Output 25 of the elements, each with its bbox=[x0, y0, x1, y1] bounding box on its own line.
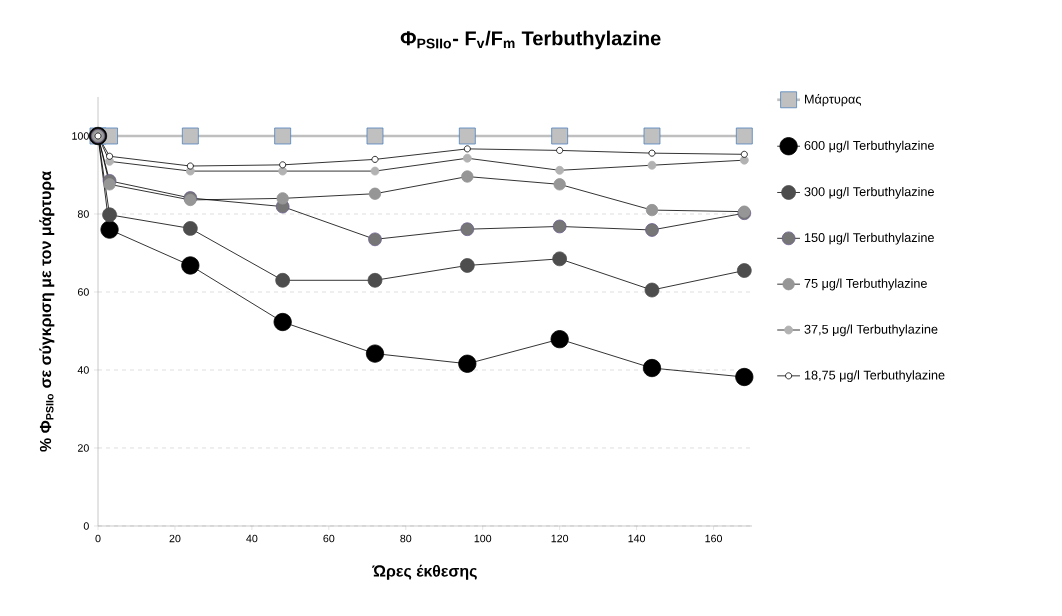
x-tick-label: 80 bbox=[400, 534, 412, 543]
legend-label: 75 μg/l Terbuthylazine bbox=[804, 278, 927, 291]
x-tick-label: 40 bbox=[246, 534, 258, 543]
x-tick-label: 120 bbox=[551, 534, 569, 543]
legend-label: 37,5 μg/l Terbuthylazine bbox=[804, 324, 938, 337]
y-tick-label: 80 bbox=[77, 210, 89, 218]
x-tick-label: 140 bbox=[628, 534, 646, 543]
y-tick-label: 20 bbox=[77, 444, 89, 452]
y-tick-label: 60 bbox=[77, 288, 89, 296]
y-tick-label: 0 bbox=[83, 522, 89, 530]
x-tick-label: 0 bbox=[95, 534, 101, 543]
x-axis-title: Ώρες έκθεσης bbox=[372, 564, 477, 580]
y-tick-label: 40 bbox=[77, 366, 89, 374]
x-tick-label: 100 bbox=[474, 534, 492, 543]
x-tick-label: 60 bbox=[323, 534, 335, 543]
y-axis-title: % Φ$_{PSIIo}$ σε σύγκριση με τον μάρτυρα bbox=[39, 171, 55, 452]
x-tick-label: 20 bbox=[169, 534, 181, 543]
legend-label: 18,75 μg/l Terbuthylazine bbox=[804, 370, 945, 383]
legend-label: 300 μg/l Terbuthylazine bbox=[804, 186, 934, 199]
legend-label: 150 μg/l Terbuthylazine bbox=[804, 232, 934, 245]
y-tick-label: 100 bbox=[72, 132, 89, 140]
x-tick-label: 160 bbox=[705, 534, 723, 543]
chart-title: Φ$_{PSIIo}$- F$_{v}$/F$_{m}$ Terbuthylazine bbox=[400, 30, 661, 50]
legend-label: Μάρτυρας bbox=[805, 94, 862, 107]
legend-label: 600 μg/l Terbuthylazine bbox=[804, 140, 934, 153]
